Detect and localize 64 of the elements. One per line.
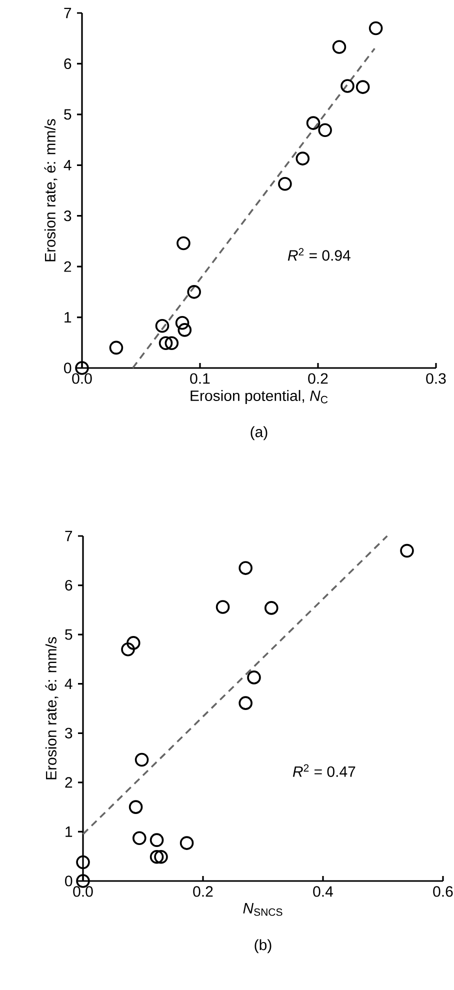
point [176,236,190,250]
y-tick-label: 5 [64,109,72,120]
point [356,80,370,94]
y-tick-label: 4 [64,678,72,690]
x-tick-label: 0.3 [426,373,446,384]
point [318,123,332,138]
x-tick-label: 0.0 [73,886,93,897]
point [187,285,201,299]
point [76,855,90,870]
x-tick-label: 0.0 [72,373,92,384]
x-tick-label: 0.2 [308,373,328,384]
point [154,850,168,864]
y-tick-label: 7 [65,530,72,542]
point [155,319,170,333]
y-tick-label: 1 [64,312,72,322]
point [109,340,124,355]
y-tick-label: 0 [64,362,72,374]
point [178,323,192,337]
x-tick-label: 0.4 [313,886,333,897]
point [126,636,140,650]
y-tick-label: 7 [64,8,72,18]
point [158,336,173,350]
y-tick-label: 3 [65,728,72,738]
text: (a) [250,426,268,440]
y-tick-label: 6 [65,580,72,591]
x-axis-title: Erosion potential, N$_{C}$ [190,390,328,404]
x-tick-label: 0.1 [190,373,210,384]
y-tick-label: 3 [64,210,72,222]
y-axis-title: Erosion rate, é: mm/s [45,637,58,780]
point [134,752,149,767]
point [400,544,414,558]
y-tick-label: 6 [64,58,72,70]
point [121,642,135,656]
y-tick-label: 0 [65,876,72,886]
point [164,336,179,350]
point [296,152,310,166]
x-tick-label: 0.2 [193,886,213,897]
point [150,833,164,847]
x-tick-label: 0.6 [433,886,453,897]
point [132,831,146,846]
y-tick-label: 5 [65,629,72,640]
y-axis-title: Erosion rate, é: mm/s [44,119,58,262]
y-tick-label: 4 [64,160,72,170]
point [150,850,164,864]
y-tick-label: 2 [64,261,72,272]
point [306,116,320,130]
point [238,696,252,710]
y-tick-label: 1 [66,826,72,837]
point [368,21,383,36]
x-axis-title: N$_{SNCS}$ [243,903,282,916]
point [175,316,190,330]
annotation: R$^{2}$ = 0.47 [292,764,356,777]
point [128,800,143,814]
point [278,177,292,191]
point [238,561,252,575]
point [180,836,194,850]
point [332,40,346,54]
text: (b) [254,939,272,954]
point [216,600,230,614]
point [340,79,354,93]
y-tick-label: 2 [65,777,72,788]
point [264,601,278,615]
annotation: R$^{2}$ = 0.94 [288,248,350,261]
point [247,670,261,684]
